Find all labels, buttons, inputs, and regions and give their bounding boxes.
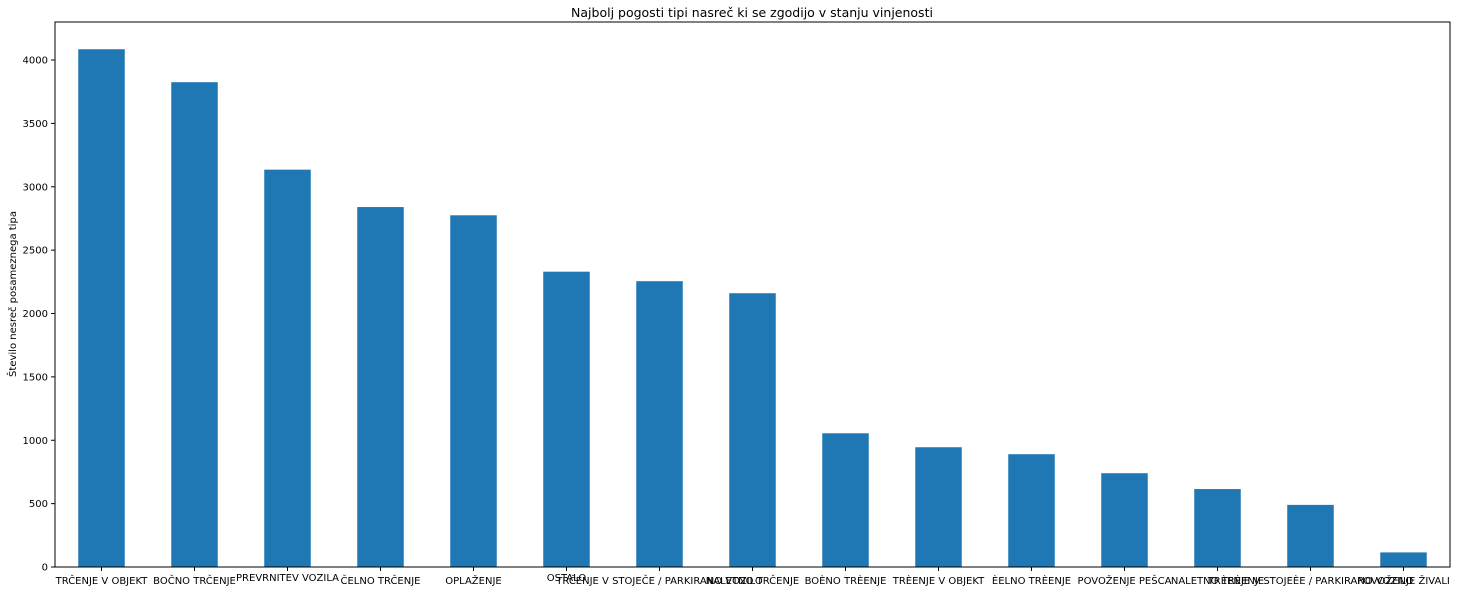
- x-tick-label-7: NALETNO TRČENJE: [706, 574, 799, 587]
- bar-1: [171, 82, 218, 567]
- bar-14: [1380, 552, 1427, 567]
- x-tick-label-4: OPLAŽENJE: [445, 574, 501, 587]
- bar-0: [78, 49, 125, 567]
- bar-7: [729, 293, 776, 567]
- x-tick-label-8: BOÈNO TRÈENJE: [805, 574, 887, 587]
- bar-2: [264, 169, 311, 567]
- y-tick-label-2: 1000: [23, 436, 48, 447]
- y-axis: 0 500 1000 1500 2000 2500 3000 3500 4000: [23, 56, 55, 574]
- x-tick-label-3: ČELNO TRČENJE: [340, 574, 420, 587]
- x-tick-label-12: NALETNO TRÈENJE: [1171, 574, 1264, 587]
- bar-13: [1287, 504, 1334, 567]
- x-tick-label-10: ÈELNO TRÈENJE: [992, 574, 1071, 587]
- x-tick-label-9: TRÈENJE V OBJEKT: [892, 574, 985, 587]
- x-tick-label-6: TRČENJE V STOJEČE / PARKIRANO VOZILO: [555, 574, 763, 587]
- x-tick-label-14: POVOŽENJE ŽIVALI: [1357, 574, 1450, 587]
- y-tick-label-8: 4000: [23, 56, 48, 67]
- bar-10: [1008, 454, 1055, 567]
- y-tick-label-6: 3000: [23, 182, 48, 193]
- bar-9: [915, 447, 962, 567]
- x-tick-label-11: POVOŽENJE PEŠCA: [1078, 574, 1172, 587]
- bar-8: [822, 433, 869, 567]
- x-tick-label-1: BOČNO TRČENJE: [153, 574, 236, 587]
- x-axis: TRČENJE V OBJEKT BOČNO TRČENJE PREVRNITEV …: [55, 567, 1450, 587]
- y-tick-label-7: 3500: [23, 119, 48, 130]
- x-tick-label-0: TRČENJE V OBJEKT: [55, 574, 149, 587]
- bar-5: [543, 271, 590, 567]
- bar-6: [636, 281, 683, 567]
- bar-11: [1101, 473, 1148, 567]
- bars-group: [78, 49, 1427, 567]
- x-tick-label-5: OSTALO: [547, 573, 587, 584]
- y-tick-label-4: 2000: [23, 309, 48, 320]
- y-tick-label-0: 0: [42, 563, 48, 574]
- plot-frame: [54, 21, 1451, 568]
- bar-4: [450, 215, 497, 567]
- x-tick-label-2: PREVRNITEV VOZILA: [236, 573, 339, 584]
- y-tick-label-5: 2500: [23, 246, 48, 257]
- x-tick-label-13: TRÈENJE V STOJEÈE / PARKIRANO VOZILO: [1207, 574, 1414, 587]
- bar-12: [1194, 489, 1241, 567]
- chart-title: Najbolj pogosti tipi nasreč ki se zgodij…: [571, 5, 933, 20]
- y-axis-label: Število nesreč posameznega tipa: [6, 211, 19, 377]
- y-tick-label-1: 500: [29, 499, 48, 510]
- y-tick-label-3: 1500: [23, 372, 48, 383]
- bar-3: [357, 207, 404, 567]
